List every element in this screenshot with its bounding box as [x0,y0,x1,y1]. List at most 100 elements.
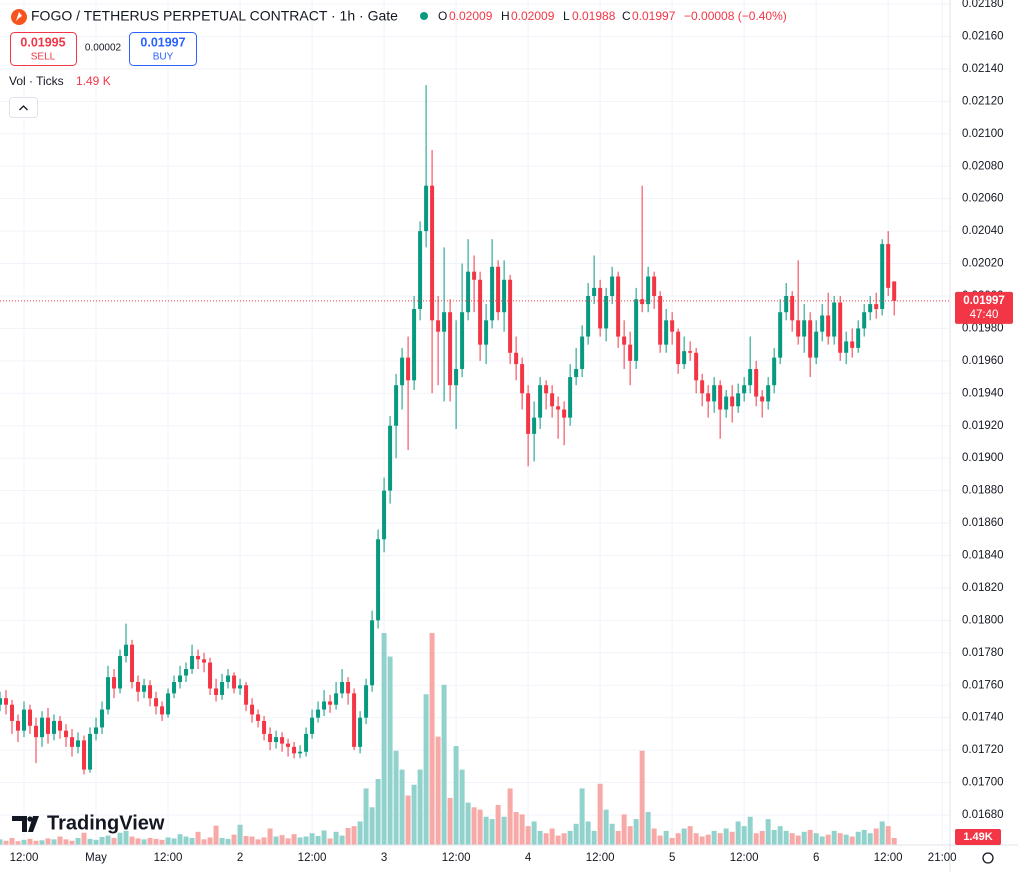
volume-bar [651,828,657,845]
collapse-icon [19,105,28,111]
volume-bar [105,835,111,845]
x-tick-label: 2 [237,852,243,864]
volume-bar [291,834,297,845]
candle-body [658,295,663,345]
volume-bar [867,833,873,845]
sell-button[interactable] [10,32,77,66]
candle-body [232,675,237,689]
y-tick-label: 0.01700 [962,777,1004,789]
volume-bar [243,836,249,845]
volume-bar [633,819,639,845]
volume-bar [735,821,741,845]
collapse-button[interactable] [9,97,38,118]
market-status [420,12,428,20]
volume-bar [51,839,57,845]
volume-bar [345,828,351,845]
volume-bar [801,831,807,845]
volume-bar [135,838,141,845]
indicator-value: 1.49 K [76,74,111,88]
candle-body [700,380,705,394]
volume-bar [705,834,711,845]
volume-bar [177,834,183,845]
volume-bar [477,809,483,845]
candle-body [676,331,681,365]
candle-body [334,693,339,705]
ohlc-label: C [622,9,631,23]
candle-body [340,682,345,694]
volume-bar [609,823,615,845]
candle-body [136,682,141,692]
candle-body [514,352,519,365]
volume-bar [279,835,285,845]
volume-bar [273,836,279,845]
buy-label: BUY [153,52,174,63]
volume-bar [573,823,579,845]
candle-body [688,351,693,353]
volume-bar [225,838,231,845]
candle-body [76,740,81,747]
countdown: 47:40 [970,309,999,321]
candle-body [502,279,507,313]
volume-bar [495,804,501,845]
volume-bar [555,835,561,845]
volume-bar [753,833,759,845]
volume-bar [123,830,129,845]
candle-body [388,425,393,491]
x-tick-label: 12:00 [874,852,903,864]
candle-body [238,685,243,689]
volume-bar [417,769,423,845]
x-tick-label: 12:00 [730,852,759,864]
volume-bar [615,830,621,845]
candle-body [346,682,351,694]
volume-bar [471,807,477,845]
volume-bar [27,838,33,845]
volume-bar [711,830,717,845]
volume-bar [231,834,237,845]
y-tick-label: 0.02140 [962,63,1004,75]
candle-body [580,336,585,369]
candle-body [94,727,99,734]
candle-body [358,717,363,747]
candle-body [814,331,819,358]
y-tick-label: 0.02020 [962,258,1004,270]
x-tick-label: 21:00 [928,852,957,864]
volume-bar [873,828,879,845]
candle-body [850,341,855,348]
candle-body [22,709,27,731]
candle-body [598,287,603,329]
volume-bar [849,836,855,845]
buy-price: 0.01997 [140,35,185,49]
buy-button[interactable] [129,32,197,66]
x-tick-label: 3 [381,852,387,864]
candle-body [796,320,801,337]
volume-bar [129,836,135,845]
y-tick-label: 0.01800 [962,614,1004,626]
volume-bar [549,828,555,845]
candle-body [430,185,435,321]
candle-body [148,685,153,699]
candle-body [448,312,453,386]
candle-body [724,396,729,410]
volume-bar [579,788,585,845]
volume-bar [531,821,537,845]
volume-bar [621,814,627,845]
candle-body [748,368,753,386]
volume-bar [561,833,567,845]
y-tick-label: 0.02100 [962,128,1004,140]
volume-bar [63,839,69,845]
volume-bar [33,840,39,845]
volume-bar [789,833,795,845]
volume-bar [693,833,699,845]
y-tick-label: 0.02120 [962,95,1004,107]
volume-bar [351,826,357,845]
settings-button[interactable] [982,852,994,864]
volume-bar [459,769,465,845]
volume-bar [483,816,489,845]
candle-body [418,231,423,309]
spread: 0.00002 [85,43,122,54]
candle-body [694,352,699,381]
candle-body [742,385,747,394]
y-tick-label: 0.01720 [962,744,1004,756]
candle-body [58,720,63,731]
